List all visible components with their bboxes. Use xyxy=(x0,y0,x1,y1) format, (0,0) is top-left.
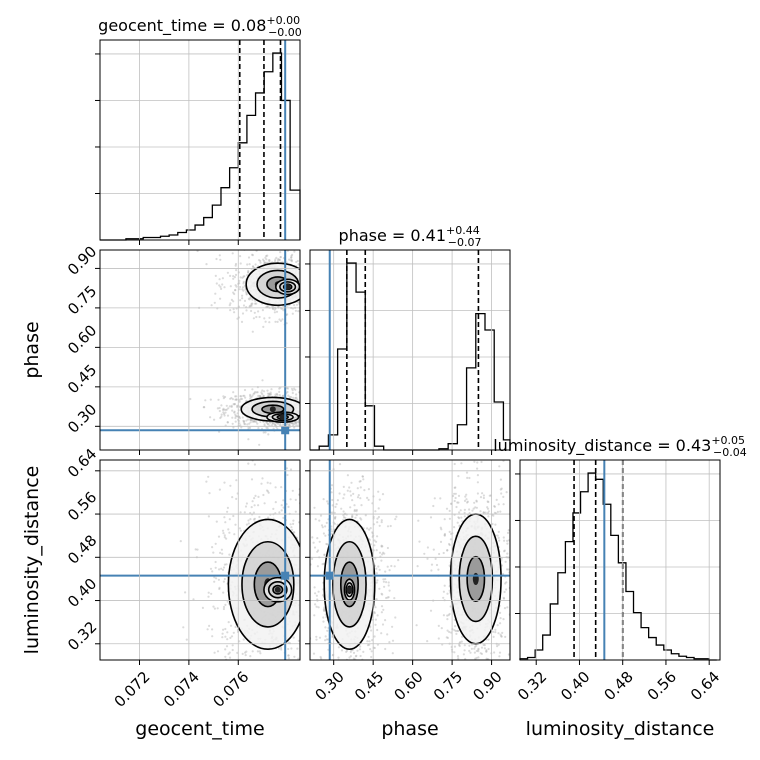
panel-frame xyxy=(519,459,721,661)
panel-title: luminosity_distance = 0.43+0.05 −0.04 xyxy=(493,434,747,459)
scatter-panel-phase-vs-luminosity_distance xyxy=(310,460,510,660)
density-peak xyxy=(274,586,281,593)
truth-marker xyxy=(281,571,290,580)
y-tick-label: 0.90 xyxy=(64,242,100,278)
panel-title: geocent_time = 0.08+0.00 −0.00 xyxy=(98,14,302,39)
hist-step xyxy=(519,472,717,661)
x-tick-label: 0.40 xyxy=(557,668,593,704)
y-tick-label: 0.64 xyxy=(64,445,100,481)
x-tick-label: 0.64 xyxy=(687,668,723,704)
x-tick-label: 0.076 xyxy=(209,668,252,711)
x-axis-label: phase xyxy=(381,718,438,740)
y-tick-label: 0.75 xyxy=(64,282,100,318)
panel-title: phase = 0.41+0.44 −0.07 xyxy=(339,224,482,249)
panel-frame xyxy=(99,459,301,661)
x-tick-label: 0.48 xyxy=(600,668,636,704)
hist-panel-geocent_time: geocent_time = 0.08+0.00 −0.00 xyxy=(95,14,302,241)
truth-marker xyxy=(325,571,334,580)
x-tick-label: 0.56 xyxy=(644,668,680,704)
density-peak xyxy=(472,572,479,586)
y-axis-label: phase xyxy=(21,321,43,378)
density-layer xyxy=(189,250,300,446)
x-tick-label: 0.30 xyxy=(311,668,347,704)
hist-panel-phase: phase = 0.41+0.44 −0.07 xyxy=(305,224,511,451)
truth-marker xyxy=(281,426,290,435)
panel-frame xyxy=(99,249,301,451)
y-tick-label: 0.30 xyxy=(64,400,100,436)
panel-frame xyxy=(99,39,301,241)
hist-step xyxy=(310,262,511,451)
x-axis-label: luminosity_distance xyxy=(526,718,715,740)
y-tick-label: 0.48 xyxy=(64,531,100,567)
x-tick-label: 0.32 xyxy=(514,668,550,704)
x-tick-label: 0.75 xyxy=(430,668,466,704)
scatter-panel-geocent_time-vs-luminosity_distance xyxy=(100,460,300,660)
hist-step xyxy=(100,52,301,241)
x-tick-label: 0.072 xyxy=(111,668,154,711)
y-tick-label: 0.40 xyxy=(64,575,100,611)
y-tick-label: 0.56 xyxy=(64,488,100,524)
y-tick-label: 0.45 xyxy=(64,361,100,397)
panel-frame xyxy=(309,249,511,451)
density-peak xyxy=(346,586,353,593)
y-tick-label: 0.32 xyxy=(64,618,100,654)
density-peak xyxy=(269,406,276,413)
x-tick-label: 0.074 xyxy=(160,668,203,711)
x-tick-label: 0.60 xyxy=(390,668,426,704)
density-layer xyxy=(179,460,300,660)
panel-frame xyxy=(309,459,511,661)
y-tick-label: 0.60 xyxy=(64,321,100,357)
y-axis-label: luminosity_distance xyxy=(21,466,43,655)
hist-panel-luminosity_distance: luminosity_distance = 0.43+0.05 −0.04 xyxy=(493,434,747,661)
x-tick-label: 0.90 xyxy=(469,668,505,704)
x-tick-label: 0.45 xyxy=(351,668,387,704)
density-layer xyxy=(310,460,510,660)
x-axis-label: geocent_time xyxy=(135,718,264,740)
scatter-panel-geocent_time-vs-phase xyxy=(100,250,300,450)
